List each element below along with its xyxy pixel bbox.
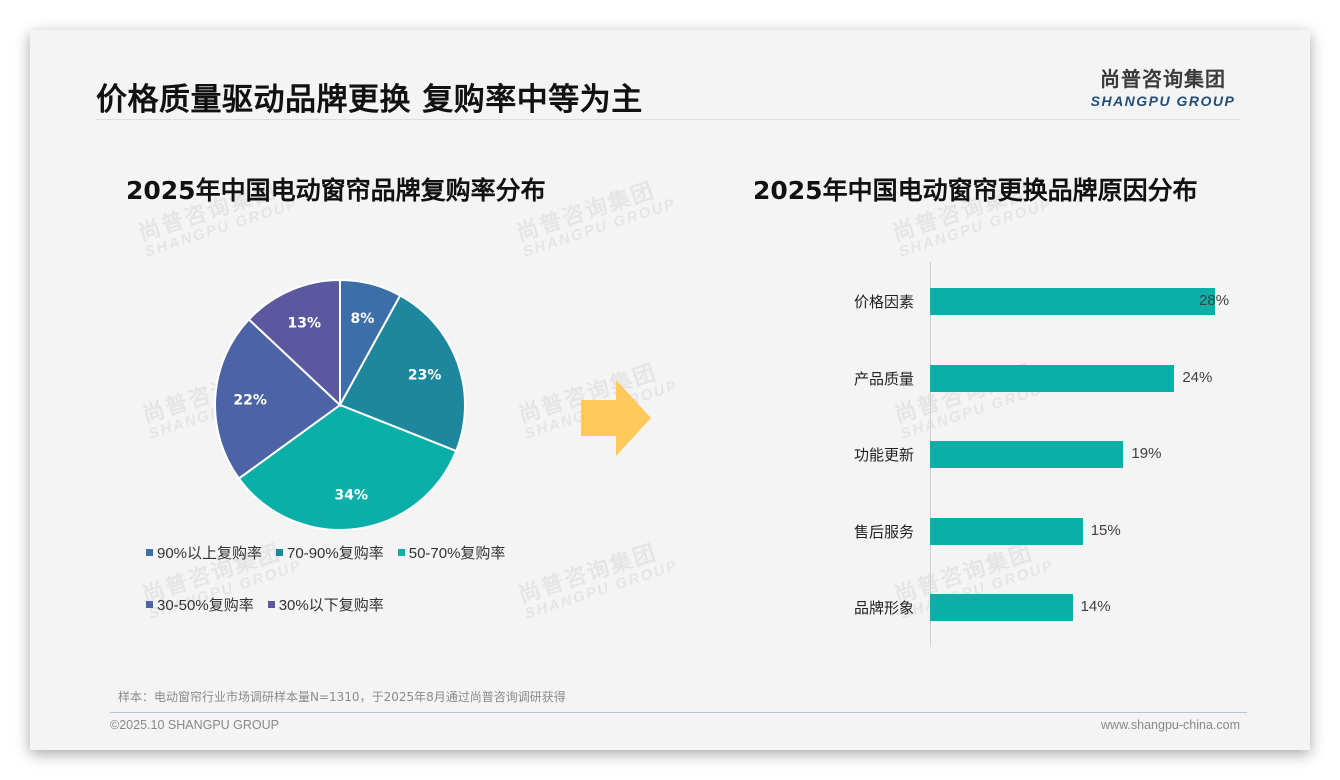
bar-row: 产品质量 24% xyxy=(820,365,1250,392)
bar xyxy=(930,288,1216,315)
logo-cn-text: 尚普咨询集团 xyxy=(1100,67,1226,91)
bar-value-label: 14% xyxy=(1080,598,1111,615)
pie-slice-label: 8% xyxy=(350,311,374,327)
bar-category-label: 产品质量 xyxy=(853,370,914,388)
bar-row: 价格因素 28% xyxy=(820,288,1250,315)
bar xyxy=(930,365,1175,392)
bar-row: 售后服务 15% xyxy=(820,518,1250,545)
pie-chart: 8% 23% 34% 22% 13% xyxy=(210,275,470,535)
bar-chart: 价格因素 28% 产品质量 24% 功能更新 19% 售后服务 15% 品牌形象 14% xyxy=(820,262,1250,647)
legend-label: 30-50%复购率 xyxy=(157,597,254,614)
pie-chart-svg: 8% 23% 34% 22% 13% xyxy=(214,278,466,531)
bar-category-label: 售后服务 xyxy=(853,523,914,541)
bar-value-label: 19% xyxy=(1131,445,1162,462)
title-divider xyxy=(96,119,1240,120)
legend-swatch xyxy=(146,549,153,556)
legend-label: 50-70%复购率 xyxy=(408,545,506,562)
legend-item: 30-50%复购率 xyxy=(146,594,254,615)
legend-item: 90%以上复购率 xyxy=(146,542,262,563)
legend-label: 70-90%复购率 xyxy=(287,545,384,562)
legend-label: 90%以上复购率 xyxy=(157,545,263,562)
pie-chart-title: 2025年中国电动窗帘品牌复购率分布 xyxy=(126,176,546,205)
legend-item: 30%以下复购率 xyxy=(267,594,384,615)
slide-title: 价格质量驱动品牌更换 复购率中等为主 xyxy=(96,82,643,118)
legend-swatch xyxy=(276,549,284,556)
sample-note: 样本：电动窗帘行业市场调研样本量N=1310，于2025年8月通过尚普咨询调研获… xyxy=(118,690,566,704)
bar-row: 品牌形象 14% xyxy=(820,594,1250,621)
pie-slice xyxy=(247,278,341,408)
logo-en-text: SHANGPU GROUP xyxy=(1090,93,1236,109)
bar-value-label: 28% xyxy=(1199,292,1230,309)
legend-item: 50-70%复购率 xyxy=(397,542,506,563)
pie-slice-label: 34% xyxy=(335,487,369,503)
legend-label: 30%以下复购率 xyxy=(278,597,384,614)
footer-divider xyxy=(110,712,1247,713)
bar-chart-title: 2025年中国电动窗帘更换品牌原因分布 xyxy=(753,176,1198,205)
bar-value-label: 15% xyxy=(1090,522,1121,539)
bar-category-label: 品牌形象 xyxy=(853,599,914,617)
pie-slice-label: 13% xyxy=(287,315,321,331)
legend-item: 70-90%复购率 xyxy=(276,542,384,563)
bar xyxy=(930,518,1083,545)
pie-slice xyxy=(237,403,458,531)
pie-legend: 90%以上复购率 70-90%复购率 50-70%复购率 30-50%复购率 30%以下… xyxy=(146,542,566,646)
legend-row: 90%以上复购率 70-90%复购率 50-70%复购率 xyxy=(146,542,566,594)
footer-copyright: ©2025.10 SHANGPU GROUP xyxy=(110,718,279,732)
pie-slice xyxy=(214,318,342,480)
slide: 价格质量驱动品牌更换 复购率中等为主 尚普咨询集团 SHANGPU GROUP … xyxy=(30,30,1310,750)
legend-swatch xyxy=(267,601,275,608)
bar-category-label: 价格因素 xyxy=(853,293,914,311)
pie-slice xyxy=(338,294,466,453)
arrow-right-icon xyxy=(581,380,651,456)
footer-website: www.shangpu-china.com xyxy=(1101,718,1240,732)
legend-swatch xyxy=(146,601,153,608)
brand-logo: 尚普咨询集团 SHANGPU GROUP xyxy=(1088,63,1238,109)
bar-value-label: 24% xyxy=(1182,369,1213,386)
bar-row: 功能更新 19% xyxy=(820,441,1250,468)
legend-row: 30-50%复购率 30%以下复购率 xyxy=(146,594,566,646)
bar-category-label: 功能更新 xyxy=(853,446,914,464)
legend-swatch xyxy=(397,549,405,556)
bar xyxy=(930,441,1124,468)
bar xyxy=(930,594,1073,621)
pie-slice-label: 22% xyxy=(233,392,267,408)
pie-slice-label: 23% xyxy=(408,368,442,384)
